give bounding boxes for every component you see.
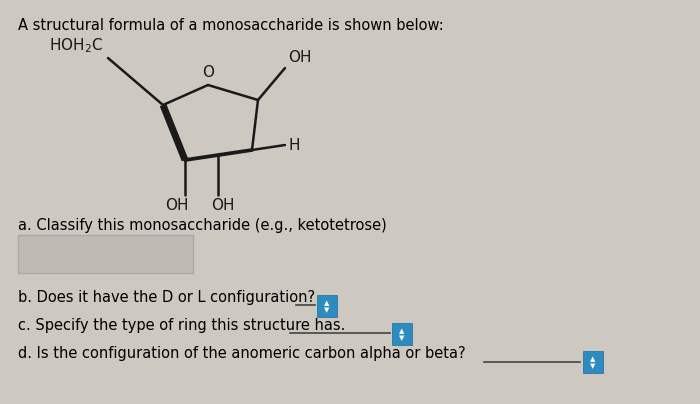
Bar xyxy=(583,351,603,373)
Text: ▼: ▼ xyxy=(590,363,596,369)
Bar xyxy=(317,295,337,317)
Text: a. Classify this monosaccharide (e.g., ketotetrose): a. Classify this monosaccharide (e.g., k… xyxy=(18,218,386,233)
Text: OH: OH xyxy=(211,198,235,213)
Text: O: O xyxy=(202,65,214,80)
Text: ▼: ▼ xyxy=(399,335,405,341)
Text: b. Does it have the D or L configuration?: b. Does it have the D or L configuration… xyxy=(18,290,315,305)
Text: c. Specify the type of ring this structure has.: c. Specify the type of ring this structu… xyxy=(18,318,345,333)
Bar xyxy=(392,323,412,345)
Text: OH: OH xyxy=(165,198,189,213)
Text: ▲: ▲ xyxy=(324,300,330,306)
Text: d. Is the configuration of the anomeric carbon alpha or beta?: d. Is the configuration of the anomeric … xyxy=(18,346,466,361)
Text: H: H xyxy=(288,137,300,152)
Text: OH: OH xyxy=(288,50,312,65)
Bar xyxy=(18,235,193,273)
Text: A structural formula of a monosaccharide is shown below:: A structural formula of a monosaccharide… xyxy=(18,18,444,33)
Text: ▲: ▲ xyxy=(590,356,596,362)
Text: ▲: ▲ xyxy=(399,328,405,334)
Text: HOH$_2$C: HOH$_2$C xyxy=(49,36,103,55)
Text: ▼: ▼ xyxy=(324,307,330,313)
